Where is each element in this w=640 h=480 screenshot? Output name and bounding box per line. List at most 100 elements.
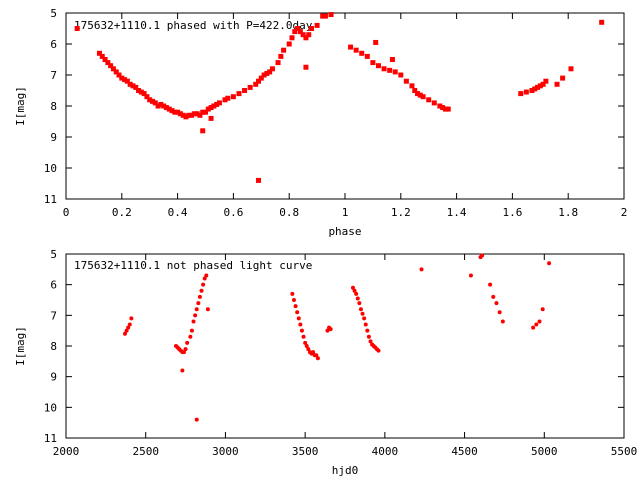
data-point bbox=[102, 57, 108, 62]
y-axis-label: I[mag] bbox=[14, 326, 27, 366]
data-point bbox=[359, 50, 365, 56]
data-point bbox=[437, 103, 443, 109]
data-point bbox=[442, 106, 448, 112]
x-tick-label: 5500 bbox=[611, 445, 638, 458]
data-point bbox=[409, 83, 415, 89]
data-point bbox=[419, 267, 424, 272]
y-tick-label: 10 bbox=[44, 162, 57, 175]
y-tick-label: 10 bbox=[44, 401, 57, 414]
y-tick-label: 8 bbox=[50, 340, 57, 353]
data-point bbox=[373, 39, 379, 45]
x-tick-label: 3000 bbox=[212, 445, 239, 458]
x-tick-label: 0.4 bbox=[168, 206, 188, 219]
data-point bbox=[314, 353, 319, 358]
data-point bbox=[126, 325, 131, 330]
data-point bbox=[124, 328, 129, 333]
y-tick-label: 7 bbox=[50, 309, 57, 322]
data-point bbox=[306, 32, 312, 38]
data-point bbox=[200, 128, 206, 134]
x-tick-label: 2000 bbox=[53, 445, 80, 458]
data-point bbox=[296, 316, 301, 321]
data-point bbox=[267, 69, 273, 75]
data-point bbox=[540, 307, 545, 312]
data-point bbox=[185, 340, 190, 345]
data-point bbox=[293, 304, 298, 309]
x-axis-label: phase bbox=[328, 225, 361, 238]
data-point bbox=[152, 100, 158, 106]
data-point bbox=[99, 53, 105, 59]
chart-title: 175632+1110.1 not phased light curve bbox=[74, 259, 312, 272]
data-point bbox=[488, 282, 493, 287]
data-point bbox=[362, 316, 367, 321]
chart-title: 175632+1110.1 phased with P=422.0day bbox=[74, 19, 313, 32]
data-point bbox=[560, 75, 566, 81]
y-tick-label: 8 bbox=[50, 100, 57, 113]
data-point bbox=[166, 106, 172, 112]
data-point bbox=[180, 368, 185, 373]
data-point bbox=[304, 344, 309, 348]
data-point bbox=[116, 72, 122, 78]
plot-frame bbox=[65, 253, 625, 439]
data-point bbox=[163, 105, 169, 111]
data-point bbox=[183, 114, 189, 120]
x-tick-label: 2500 bbox=[132, 445, 159, 458]
data-point bbox=[149, 98, 155, 104]
data-point bbox=[295, 26, 301, 31]
data-point bbox=[328, 327, 333, 332]
y-tick-label: 6 bbox=[50, 279, 57, 292]
data-point bbox=[352, 288, 357, 293]
data-point bbox=[297, 29, 303, 35]
x-tick-label: 1.4 bbox=[447, 206, 467, 219]
data-point bbox=[122, 331, 127, 336]
data-point bbox=[350, 285, 355, 290]
data-point bbox=[275, 60, 281, 66]
data-point bbox=[532, 86, 538, 92]
data-point bbox=[303, 35, 309, 41]
data-point bbox=[183, 347, 188, 352]
data-point bbox=[366, 334, 371, 339]
data-point bbox=[194, 307, 199, 312]
x-tick-label: 1.2 bbox=[391, 206, 411, 219]
x-tick-label: 0.8 bbox=[279, 206, 299, 219]
data-point bbox=[186, 112, 192, 118]
data-point bbox=[309, 26, 315, 31]
data-point bbox=[426, 97, 432, 103]
data-point bbox=[216, 100, 222, 106]
data-point bbox=[180, 112, 186, 118]
x-tick-label: 4000 bbox=[372, 445, 399, 458]
data-point bbox=[322, 13, 328, 19]
data-point bbox=[278, 53, 284, 59]
x-axis-label: hjd0 bbox=[332, 464, 359, 477]
data-point bbox=[500, 319, 505, 324]
data-point bbox=[568, 66, 574, 72]
data-point bbox=[205, 307, 210, 312]
data-point bbox=[253, 81, 259, 87]
data-point bbox=[242, 88, 248, 93]
data-point bbox=[144, 94, 150, 100]
y-tick-label: 6 bbox=[50, 38, 57, 51]
data-point bbox=[320, 13, 326, 19]
data-point bbox=[200, 109, 206, 115]
unphased-light-curve-panel: 175632+1110.1 not phased light curve hjd… bbox=[14, 248, 637, 477]
data-point bbox=[211, 103, 217, 109]
data-point bbox=[181, 350, 186, 355]
x-tick-label: 1.6 bbox=[502, 206, 522, 219]
axis-ticks: 0 0.2 0.4 0.6 0.8 1 1.2 1.4 1.6 1.8 2 5 6 7 8 9 10 11 bbox=[44, 7, 628, 219]
data-point bbox=[188, 334, 193, 339]
data-point bbox=[415, 91, 421, 97]
data-point bbox=[191, 319, 196, 324]
data-point bbox=[161, 103, 167, 109]
data-point bbox=[300, 32, 306, 38]
data-point bbox=[529, 88, 535, 93]
data-point bbox=[264, 70, 270, 76]
x-tick-label: 0.2 bbox=[112, 206, 132, 219]
x-tick-label: 1.8 bbox=[558, 206, 578, 219]
x-tick-label: 4500 bbox=[451, 445, 478, 458]
data-point bbox=[375, 63, 381, 69]
data-point bbox=[158, 101, 164, 107]
data-point bbox=[292, 29, 298, 35]
data-point bbox=[129, 316, 134, 321]
data-point bbox=[480, 253, 485, 258]
data-point bbox=[214, 101, 220, 107]
